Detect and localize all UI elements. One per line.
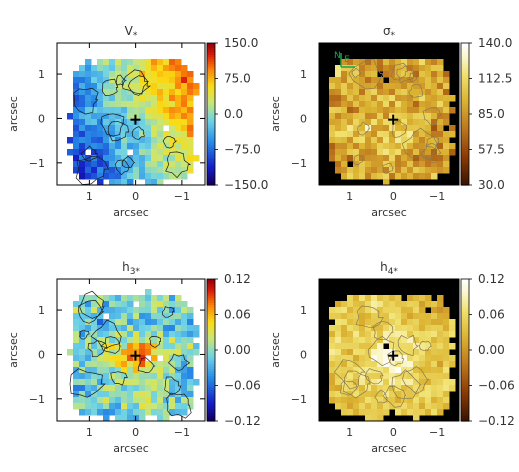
contours (348, 59, 442, 174)
colorbar-tick-label: −0.12 (478, 414, 515, 428)
colorbar: 150.0 75.0 0.0 −75.0 −150.0 (206, 36, 268, 192)
center-marker (130, 114, 141, 125)
center-marker (388, 350, 399, 361)
x-axis-label: arcsec (113, 206, 149, 219)
x-tick-label: −1 (174, 426, 190, 439)
panel-title: h3* (122, 260, 140, 277)
x-tick-label: 0 (390, 426, 397, 439)
colorbar-tick-label: −75.0 (224, 143, 261, 157)
contours (73, 69, 192, 185)
contours (69, 290, 192, 419)
panel-2: 1 1 0 0 −1 −1 arcsec arcsec σ* N E 140.0 112.5 85.0 57… (269, 24, 512, 219)
y-tick-label: −1 (29, 393, 45, 406)
y-axis-label: arcsec (7, 332, 20, 368)
y-tick-label: 0 (300, 348, 307, 361)
plot-frame (56, 42, 206, 186)
map-cells (67, 59, 200, 186)
center-marker (130, 350, 141, 361)
y-tick-label: 1 (38, 304, 45, 317)
colorbar-tick-label: 0.0 (224, 107, 243, 121)
x-axis-label: arcsec (371, 206, 407, 219)
panel-title: V* (125, 24, 138, 41)
x-tick-label: 1 (86, 426, 93, 439)
contours (333, 305, 432, 408)
plot-frame (318, 278, 460, 422)
y-tick-label: −1 (291, 157, 307, 170)
colorbar-tick-label: 0.00 (224, 343, 251, 357)
x-axis-label: arcsec (371, 442, 407, 455)
x-tick-label: 0 (132, 426, 139, 439)
colorbar-tick-label: 112.5 (478, 72, 512, 86)
colorbar-tick-label: 140.0 (478, 36, 512, 50)
x-axis-label: arcsec (113, 442, 149, 455)
x-tick-label: −1 (429, 426, 445, 439)
colorbar-tick-label: −150.0 (224, 178, 268, 192)
x-tick-label: 1 (86, 190, 93, 203)
x-tick-label: 1 (346, 190, 353, 203)
y-tick-label: 0 (38, 112, 45, 125)
colorbar-tick-label: 0.00 (478, 343, 505, 357)
y-tick-label: −1 (291, 393, 307, 406)
compass-north-label: N (334, 51, 341, 61)
y-tick-label: 1 (300, 304, 307, 317)
colorbar: 140.0 112.5 85.0 57.5 30.0 (460, 36, 512, 192)
map-cells (329, 295, 456, 422)
panel-title: σ* (383, 24, 396, 41)
x-tick-label: 0 (132, 190, 139, 203)
colorbar-tick-label: −0.12 (224, 414, 261, 428)
colorbar-tick-label: 0.12 (224, 272, 251, 286)
colorbar-tick-label: 30.0 (478, 178, 505, 192)
y-tick-label: 0 (300, 112, 307, 125)
y-axis-label: arcsec (269, 332, 282, 368)
colorbar-tick-label: 0.12 (478, 272, 505, 286)
colorbar: 0.12 0.06 0.00 −0.06 −0.12 (206, 272, 261, 428)
colorbar-tick-label: 57.5 (478, 143, 505, 157)
panel-1: 1 1 0 0 −1 −1 arcsec arcsec V* 150.0 75.0 0.0 −75.0 −… (7, 24, 268, 219)
colorbar-tick-label: −0.06 (224, 379, 261, 393)
panel-4: 1 1 0 0 −1 −1 arcsec arcsec h4* 0.12 0.06 0.00 −0.06… (269, 260, 515, 455)
center-marker (388, 114, 399, 125)
y-tick-label: 1 (300, 68, 307, 81)
map-cells (329, 59, 456, 186)
x-tick-label: −1 (429, 190, 445, 203)
colorbar-tick-label: 85.0 (478, 107, 505, 121)
x-tick-label: 1 (346, 426, 353, 439)
colorbar-tick-label: 75.0 (224, 72, 251, 86)
y-axis-label: arcsec (7, 96, 20, 132)
panel-3: 1 1 0 0 −1 −1 arcsec arcsec h3* 0.12 0.06 0.00 −0.06… (7, 260, 261, 455)
y-axis-label: arcsec (269, 96, 282, 132)
compass (340, 53, 355, 68)
colorbar-tick-label: 0.06 (224, 308, 251, 322)
plot-frame (318, 42, 460, 186)
colorbar-tick-label: −0.06 (478, 379, 515, 393)
y-tick-label: 1 (38, 68, 45, 81)
x-tick-label: 0 (390, 190, 397, 203)
colorbar-tick-label: 0.06 (478, 308, 505, 322)
colorbar-tick-label: 150.0 (224, 36, 258, 50)
y-tick-label: 0 (38, 348, 45, 361)
panel-title: h4* (380, 260, 398, 277)
plot-frame (56, 278, 206, 422)
colorbar: 0.12 0.06 0.00 −0.06 −0.12 (460, 272, 515, 428)
y-tick-label: −1 (29, 157, 45, 170)
x-tick-label: −1 (174, 190, 190, 203)
compass-east-label: E (344, 55, 350, 65)
